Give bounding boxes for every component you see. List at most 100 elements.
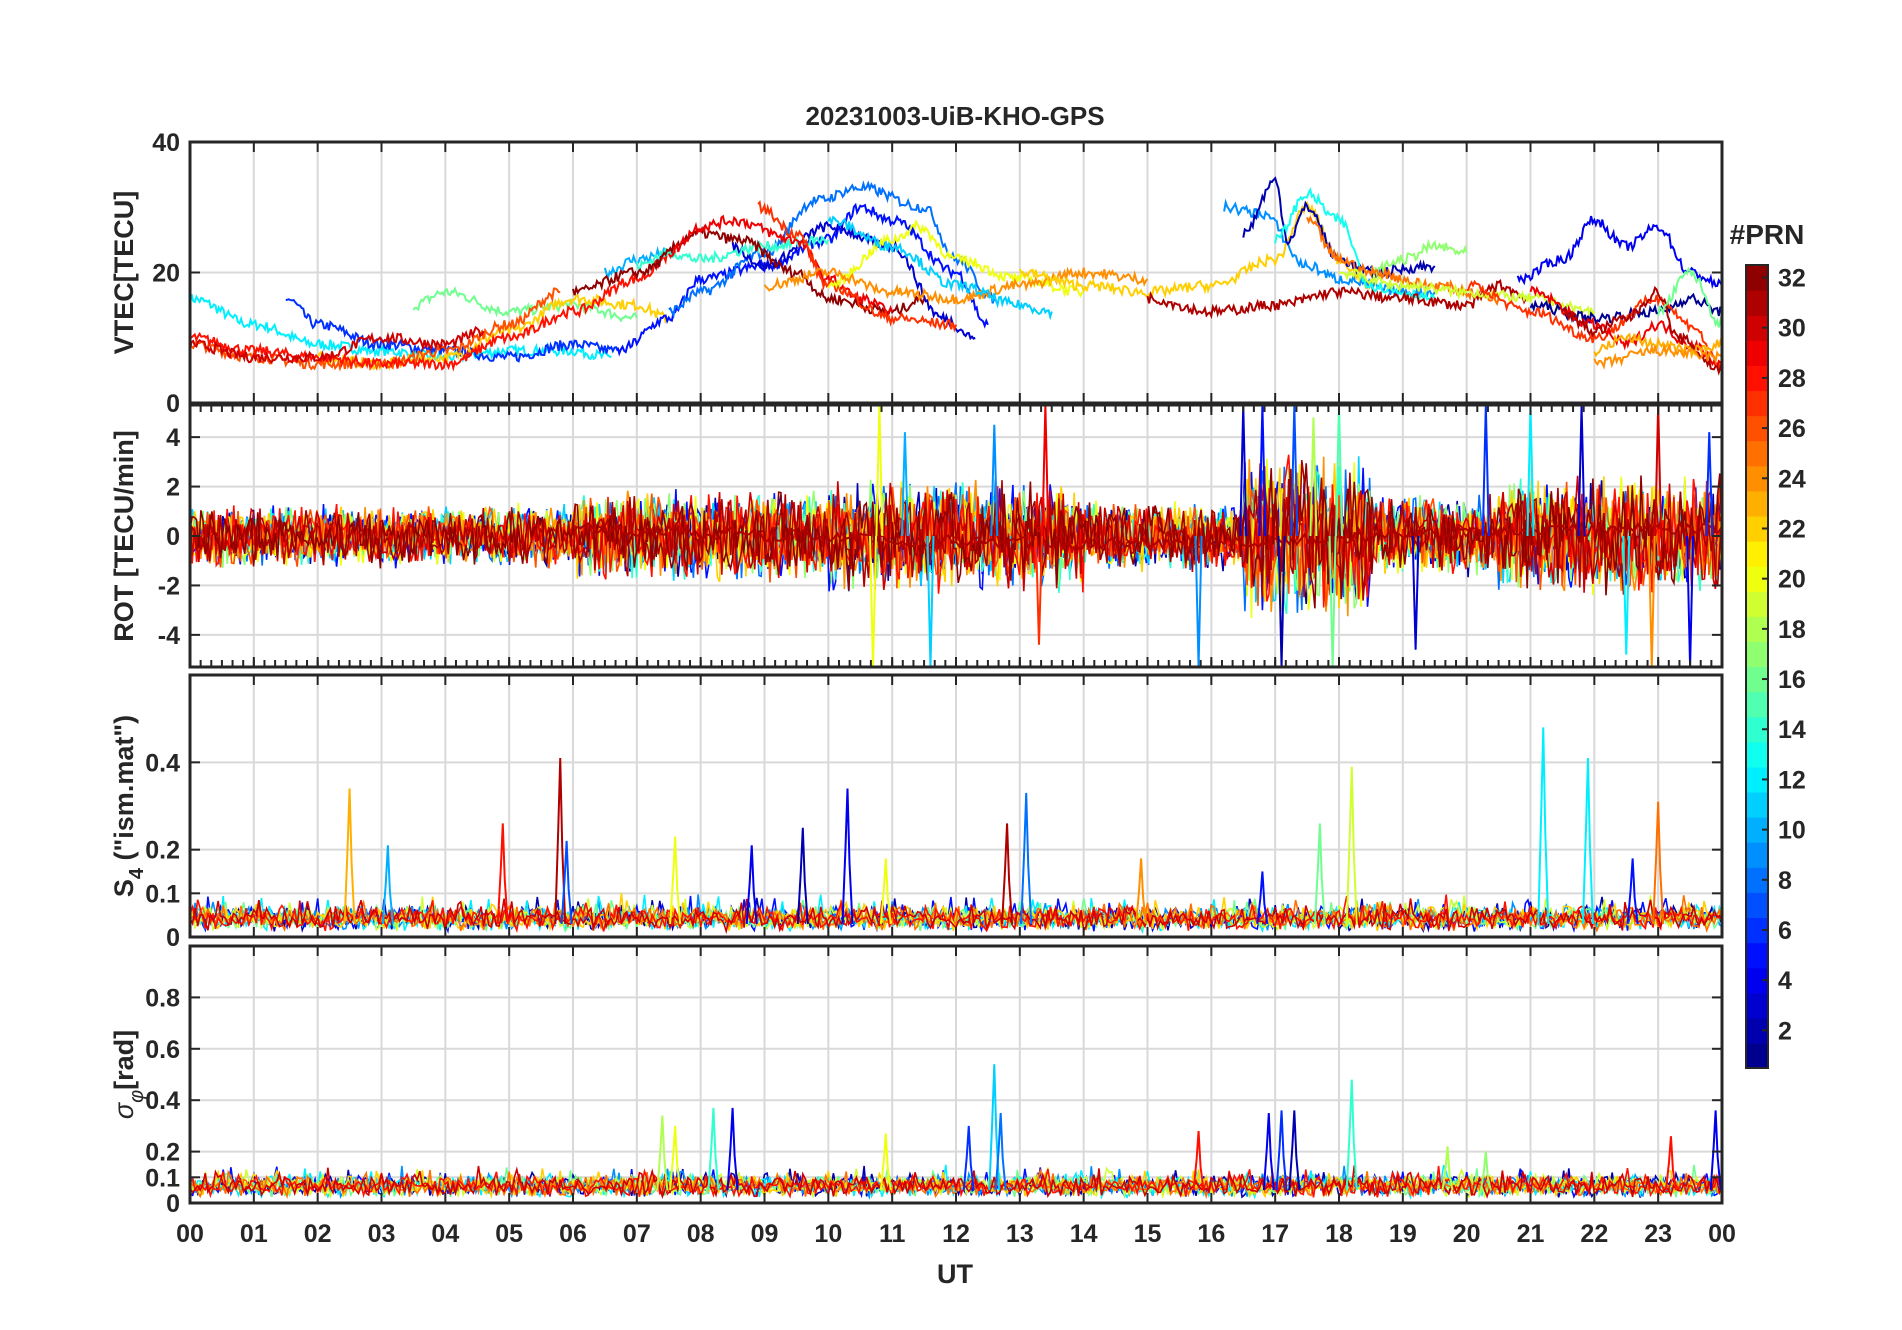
colorbar-segment: [1746, 440, 1768, 467]
colorbar-tick-label: 8: [1778, 867, 1792, 895]
y-tick-label: 0: [166, 924, 180, 952]
y-axis-label-s4: S4 ("ism.mat"): [109, 715, 148, 897]
vtec-series-prn-16: [412, 285, 638, 323]
vtec-series-prn-27: [1466, 279, 1722, 369]
sigma_phi-spike: [726, 1107, 739, 1191]
colorbar-segment: [1746, 817, 1768, 843]
colorbar-tick-label: 16: [1778, 666, 1806, 694]
colorbar-segment: [1746, 290, 1768, 316]
sigma_phi-series-prn-28: [190, 1165, 1722, 1200]
sigma_phi-spike: [1664, 1136, 1677, 1191]
rot-spike: [875, 405, 884, 537]
s4-spike: [1626, 858, 1639, 925]
colorbar-tick-label: 20: [1778, 566, 1806, 594]
colorbar-tick-label: 10: [1778, 817, 1806, 845]
sigma_phi-spike: [1288, 1110, 1301, 1191]
rot-spike: [1309, 417, 1318, 537]
rot-spike: [1277, 535, 1286, 667]
s4-spike: [796, 827, 809, 924]
x-tick-label: 18: [1325, 1220, 1353, 1248]
rot-spike: [1411, 535, 1420, 650]
y-tick-label: -2: [158, 572, 180, 600]
s4-spike: [496, 823, 509, 924]
x-tick-label: 09: [751, 1220, 779, 1248]
colorbar-frame: [1745, 264, 1769, 1069]
x-tick-label: 15: [1134, 1220, 1162, 1248]
sigma_phi-spike: [994, 1112, 1007, 1191]
s4-spike: [1313, 823, 1326, 924]
x-tick-label: 16: [1197, 1220, 1225, 1248]
y-tick-label: 0.2: [145, 837, 180, 865]
colorbar-tick-label: 6: [1778, 917, 1792, 945]
sigma_phi-spike: [707, 1107, 720, 1191]
colorbar-title: #PRN: [1730, 219, 1805, 250]
vtec-series-prn-27: [757, 199, 957, 333]
y-tick-label: 0: [166, 523, 180, 551]
y-tick-label: 0: [166, 390, 180, 418]
y-tick-label: 40: [152, 129, 180, 157]
sigma_phi-spike: [1709, 1110, 1722, 1191]
y-axis-label-vtec: VTEC[TECU]: [109, 191, 139, 355]
colorbar-segment: [1746, 766, 1768, 793]
s4-spike: [745, 845, 758, 924]
sigma_phi-spike: [1262, 1112, 1275, 1191]
colorbar-segment: [1746, 591, 1768, 617]
colorbar-segment: [1746, 892, 1768, 919]
colorbar-segment: [1746, 566, 1768, 592]
colorbar-segment: [1746, 541, 1768, 567]
sigma_phi-spike: [1479, 1151, 1492, 1191]
sigma_phi-spike: [1275, 1110, 1288, 1191]
y-axis-label-rot: ROT [TECU/min]: [109, 430, 139, 641]
rot-series-prn-32: [190, 463, 1722, 609]
rot-spike: [1577, 405, 1586, 537]
colorbar-segment: [1746, 616, 1768, 642]
y-axis-label-main: σ: [109, 1101, 139, 1119]
colorbar-segment: [1746, 465, 1768, 492]
sigma_phi-spike: [879, 1133, 892, 1191]
colorbar-tick-label: 18: [1778, 616, 1806, 644]
y-tick-label: 0.2: [145, 1139, 180, 1167]
sigma_phi-spike: [962, 1125, 975, 1191]
s4-spike: [669, 836, 682, 924]
colorbar-tick-label: 32: [1778, 265, 1806, 293]
s4-spike: [879, 858, 892, 925]
rot-spike: [1034, 535, 1043, 645]
s4-spike: [1581, 757, 1594, 924]
vtec-series-prn-13: [1274, 186, 1436, 304]
s4-spike: [554, 757, 567, 924]
y-tick-label: 0: [166, 1190, 180, 1218]
colorbar-tick-label: 26: [1778, 415, 1806, 443]
sigma_phi-spike: [1192, 1130, 1205, 1191]
colorbar-segment: [1746, 917, 1768, 944]
chart-title: 20231003-UiB-KHO-GPS: [805, 101, 1104, 131]
vtec-series-prn-3: [731, 220, 976, 341]
s4-spike: [1537, 727, 1550, 924]
colorbar-segment: [1746, 791, 1768, 818]
colorbar-segment: [1746, 340, 1768, 366]
y-tick-label: 0.4: [145, 1087, 180, 1115]
rot-spike: [1481, 405, 1490, 537]
colorbar-tick-label: 30: [1778, 315, 1806, 343]
x-tick-label: 14: [1070, 1220, 1098, 1248]
x-tick-label: 13: [1006, 1220, 1034, 1248]
s4-spike: [1001, 823, 1014, 924]
y-axis-label-sigma_phi: σφ[rad]: [109, 1030, 148, 1119]
x-tick-label: 19: [1389, 1220, 1417, 1248]
y-tick-label: 0.1: [145, 880, 180, 908]
colorbar-segment: [1746, 992, 1768, 1019]
colorbar-segment: [1746, 365, 1768, 392]
rot-spike: [1041, 405, 1050, 537]
y-tick-label: -4: [158, 622, 180, 650]
vtec-series-prn-30: [190, 325, 485, 364]
sigma_phi-series-prn-25: [190, 1168, 1722, 1200]
s4-spike: [560, 840, 573, 924]
x-tick-label: 05: [495, 1220, 523, 1248]
rot-spike: [1686, 535, 1695, 667]
colorbar-tick-label: 4: [1778, 967, 1792, 995]
y-tick-label: 4: [166, 424, 180, 452]
sigma_phi-spike: [656, 1115, 669, 1191]
vtec-series-prn-28: [190, 246, 677, 372]
panel-s4: 00.10.20.4S4 ("ism.mat"): [109, 673, 1724, 952]
